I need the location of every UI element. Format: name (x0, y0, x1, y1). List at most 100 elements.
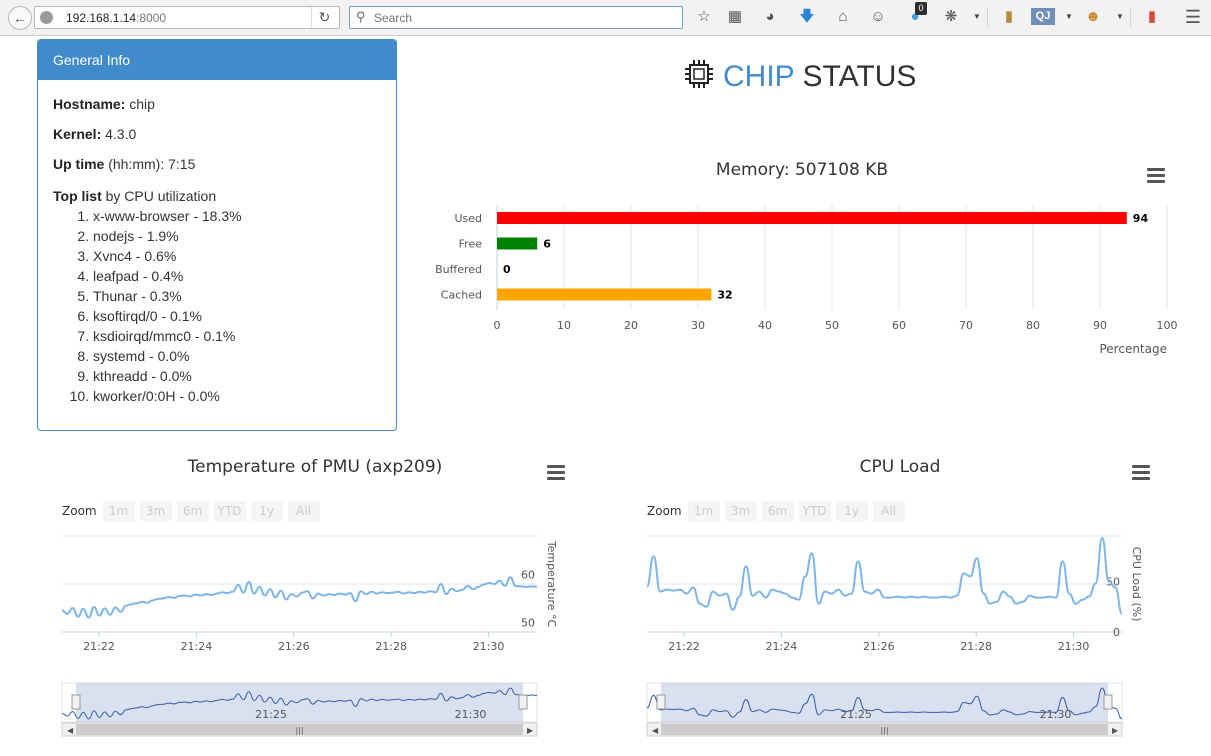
reading-list-icon[interactable]: ▦ (727, 8, 743, 25)
temperature-zoom-controls: Zoom 1m 3m 6m YTD 1y All (62, 501, 325, 521)
search-bar[interactable]: ⚲ (349, 6, 683, 29)
temperature-navigator (61, 682, 538, 723)
page-title: CHIP STATUS (683, 58, 916, 94)
cpu-series-line (646, 536, 1123, 615)
process-list: x-www-browser - 18.3% nodejs - 1.9% Xvnc… (93, 206, 381, 406)
toplist-label: Top list (53, 188, 102, 204)
x-tick-label: 21:30 (1058, 640, 1090, 653)
toolbar-divider (1130, 7, 1131, 27)
x-tick-label: 21:26 (278, 640, 310, 653)
zoom-1y-button[interactable]: 1y (835, 501, 868, 521)
url-text[interactable]: 192.168.1.14:8000 (66, 11, 166, 25)
navigator-handle (71, 694, 81, 710)
temperature-chart-title: Temperature of PMU (axp209) (187, 457, 443, 477)
x-tick-label: 21:28 (960, 640, 992, 653)
zoom-label: Zoom (62, 504, 97, 518)
globe-icon (40, 11, 53, 24)
temperature-series-line (61, 576, 538, 619)
chevron-down-icon[interactable]: ▼ (1065, 12, 1073, 21)
url-host: 192.168.1.14 (66, 11, 137, 25)
title-status: STATUS (802, 60, 917, 93)
process-item: ksdioirqd/mmc0 - 0.1% (93, 326, 381, 346)
extension-icon[interactable]: ▮ (1147, 8, 1157, 25)
scrollbar-thumb (76, 724, 523, 735)
zoom-all-button[interactable]: All (872, 501, 905, 521)
y-axis-title: CPU Load (%) (1130, 547, 1143, 622)
zoom-1m-button[interactable]: 1m (102, 501, 135, 521)
notebook-icon[interactable]: ▮ (1004, 8, 1014, 25)
top-list: Top list by CPU utilization x-www-browse… (53, 186, 381, 406)
notifications-icon[interactable]: ● 0 (905, 2, 927, 27)
zoom-6m-button[interactable]: 6m (176, 501, 209, 521)
kernel-value: 4.3.0 (105, 126, 137, 142)
uptime-row: Up time (hh:mm): 7:15 (53, 156, 381, 173)
temperature-navigator-line (61, 687, 538, 720)
uptime-value: 7:15 (168, 156, 196, 172)
url-bar[interactable]: 192.168.1.14:8000 ↻ (34, 6, 340, 29)
process-item: systemd - 0.0% (93, 346, 381, 366)
zoom-1y-button[interactable]: 1y (250, 501, 283, 521)
y-tick-label: 50 (521, 616, 535, 629)
process-item: ksoftirqd/0 - 0.1% (93, 306, 381, 326)
general-info-panel: General Info Hostname: chip Kernel: 4.3.… (37, 39, 397, 431)
pocket-icon[interactable]: ◕ (765, 8, 775, 25)
memory-chart-menu-icon[interactable] (1147, 168, 1165, 184)
chevron-down-icon[interactable]: ▼ (973, 12, 981, 21)
temperature-chart-menu-icon[interactable] (547, 465, 565, 481)
chevron-down-icon[interactable]: ▼ (1116, 12, 1124, 21)
back-button[interactable]: ← (8, 6, 32, 30)
zoom-ytd-button[interactable]: YTD (798, 501, 831, 521)
search-icon: ⚲ (356, 9, 366, 24)
zoom-ytd-button[interactable]: YTD (213, 501, 246, 521)
home-icon[interactable]: ⌂ (838, 8, 848, 25)
y-tick-label: 60 (521, 568, 535, 581)
toolbar-divider (987, 7, 988, 27)
navigator-tick-label: 21:30 (455, 708, 487, 721)
cpu-navigator-line (646, 687, 1123, 720)
kernel-label: Kernel: (53, 126, 102, 142)
addon-ant-icon[interactable]: ❋ (944, 8, 958, 25)
x-tick-label: 21:30 (473, 640, 505, 653)
bookmark-star-icon[interactable]: ☆ (697, 8, 711, 25)
cpu-chart-title: CPU Load (859, 457, 941, 477)
kernel-row: Kernel: 4.3.0 (53, 126, 381, 143)
zoom-1m-button[interactable]: 1m (687, 501, 720, 521)
panel-heading: General Info (38, 40, 396, 80)
cpu-chart-menu-icon[interactable] (1132, 465, 1150, 481)
zoom-6m-button[interactable]: 6m (761, 501, 794, 521)
qj-label: QJ (1035, 10, 1051, 22)
zoom-3m-button[interactable]: 3m (139, 501, 172, 521)
scroll-left-icon: ◀ (67, 726, 74, 735)
x-tick-label: 21:26 (863, 640, 895, 653)
scroll-grip-icon: ||| (295, 726, 303, 735)
navigator-tick-label: 21:30 (1040, 708, 1072, 721)
greasemonkey-icon[interactable]: ☻ (1085, 8, 1101, 25)
cpu-navigator (646, 682, 1123, 723)
chat-icon[interactable]: ☺ (870, 8, 886, 25)
browser-toolbar: ← 192.168.1.14:8000 ↻ ⚲ ☆ ▦ ◕ 🡇 ⌂ ☺ ●0 ❋… (0, 0, 1211, 36)
x-tick-label: 21:24 (181, 640, 213, 653)
downloads-icon[interactable]: 🡇 (799, 8, 815, 25)
title-chip: CHIP (723, 60, 795, 93)
hamburger-menu-icon[interactable]: ☰ (1184, 7, 1202, 27)
zoom-label: Zoom (647, 504, 682, 518)
hostname-row: Hostname: chip (53, 96, 381, 113)
zoom-3m-button[interactable]: 3m (724, 501, 757, 521)
x-tick-label: 21:22 (668, 640, 700, 653)
temperature-navigator-selection (76, 683, 523, 722)
panel-body: Hostname: chip Kernel: 4.3.0 Up time (hh… (38, 80, 396, 422)
search-input[interactable] (374, 10, 674, 26)
x-tick-label: 21:24 (766, 640, 798, 653)
reload-button[interactable]: ↻ (311, 7, 337, 28)
back-arrow-icon: ← (13, 10, 27, 26)
qj-addon-icon[interactable]: QJ (1031, 8, 1055, 25)
x-tick-label: 21:22 (83, 640, 115, 653)
zoom-all-button[interactable]: All (287, 501, 320, 521)
toplist-suffix: by CPU utilization (105, 188, 217, 204)
uptime-unit: (hh:mm): (108, 156, 165, 172)
navigator-handle (518, 694, 528, 710)
reload-icon: ↻ (318, 9, 331, 25)
process-item: kworker/0:0H - 0.0% (93, 386, 381, 406)
hostname-value: chip (129, 96, 155, 112)
